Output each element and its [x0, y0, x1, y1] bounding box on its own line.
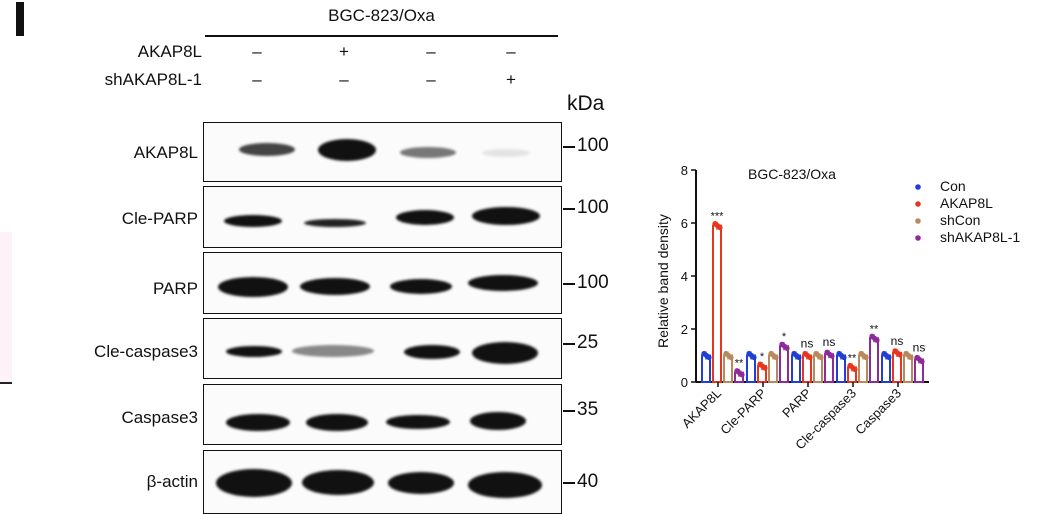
legend-label: Con: [940, 178, 966, 194]
sign: –: [339, 70, 349, 89]
mw-label: 25: [577, 332, 599, 353]
data-point: [852, 366, 858, 373]
significance-label: **: [848, 352, 857, 364]
blot-akap8l: [203, 122, 562, 182]
data-point: [784, 345, 790, 351]
y-tick-label: 6: [681, 216, 688, 231]
data-point: [874, 337, 880, 343]
data-point: [886, 354, 892, 361]
data-point: [919, 358, 925, 365]
panel-letter: [16, 2, 24, 36]
mw-tick: [563, 343, 575, 345]
sign: +: [506, 70, 516, 89]
blot-beta-actin: [203, 450, 562, 514]
sign: –: [252, 70, 262, 89]
data-point: [841, 354, 847, 361]
mw-label: 100: [577, 272, 609, 293]
legend-label: AKAP8L: [940, 195, 993, 211]
data-point: [829, 353, 835, 359]
group-underline: [205, 35, 558, 37]
mw-tick: [563, 208, 575, 210]
bar: [779, 345, 789, 384]
mw-label: 100: [577, 135, 609, 156]
blot-label: Cle-PARP: [121, 209, 198, 228]
y-tick-label: 4: [681, 269, 688, 284]
blot-caspase3: [203, 384, 562, 445]
x-tick-label: PARP: [779, 386, 814, 421]
significance-label: ns: [891, 334, 904, 348]
significance-label: **: [870, 323, 879, 335]
legend-marker: [915, 184, 921, 190]
legend-marker: [915, 201, 921, 207]
data-point: [717, 225, 723, 231]
blot-label: PARP: [152, 279, 198, 298]
significance-label: ns: [823, 335, 836, 349]
data-point: [796, 354, 802, 361]
data-point: [751, 354, 757, 361]
mw-tick: [563, 146, 575, 148]
data-point: [897, 352, 903, 358]
data-point: [863, 354, 869, 361]
cropped-neighbor-panel: [0, 232, 12, 382]
condition-label-akap8l: AKAP8L: [137, 42, 202, 61]
legend-label: shCon: [940, 212, 980, 228]
significance-label: ***: [711, 211, 725, 223]
significance-label: *: [760, 351, 765, 363]
bar: [869, 337, 879, 383]
x-tick-label: AKAP8L: [679, 386, 724, 431]
legend-marker: [915, 218, 921, 224]
mw-tick: [563, 482, 575, 484]
sign: –: [252, 42, 262, 61]
data-point: [818, 354, 824, 361]
mw-label: 40: [577, 471, 599, 492]
significance-label: ns: [801, 337, 814, 351]
condition-label-shakap8l: shAKAP8L-1: [104, 70, 202, 89]
data-point: [908, 354, 914, 361]
x-tick-label: Cle-PARP: [717, 386, 769, 438]
bar: [712, 224, 722, 384]
blot-label: β-actin: [146, 472, 198, 491]
y-tick-label: 2: [681, 322, 688, 337]
data-point: [773, 354, 779, 361]
y-tick-label: 8: [681, 163, 688, 178]
mw-tick: [563, 410, 575, 412]
blot-label: Cle-caspase3: [94, 342, 198, 361]
legend-label: shAKAP8L-1: [940, 229, 1020, 245]
kda-label: kDa: [567, 92, 605, 115]
blot-label: AKAP8L: [133, 143, 198, 162]
data-point: [762, 365, 768, 371]
cell-line-title: BGC-823/Oxa: [328, 6, 435, 25]
mw-tick: [563, 283, 575, 285]
blot-label: Caspase3: [121, 408, 198, 427]
cropped-neighbor-line: [0, 382, 12, 384]
legend-marker: [915, 235, 921, 241]
significance-label: ns: [913, 340, 926, 354]
sign: –: [506, 42, 516, 61]
y-tick-label: 0: [681, 375, 688, 390]
data-point: [728, 354, 734, 361]
data-point: [807, 354, 813, 361]
sign: –: [426, 42, 436, 61]
data-point: [739, 372, 745, 378]
chart-title: BGC-823/Oxa: [748, 166, 836, 182]
blot-cle-parp: [203, 186, 562, 248]
x-tick-label: Caspase3: [852, 386, 904, 438]
blot-cle-caspase3: [203, 318, 562, 379]
significance-label: *: [782, 331, 787, 343]
sign: –: [426, 70, 436, 89]
mw-label: 35: [577, 399, 599, 420]
mw-label: 100: [577, 197, 609, 218]
blot-parp: [203, 252, 562, 314]
data-point: [706, 354, 712, 361]
sign: +: [339, 42, 349, 61]
significance-label: **: [735, 358, 744, 370]
y-axis-label: Relative band density: [655, 214, 671, 348]
